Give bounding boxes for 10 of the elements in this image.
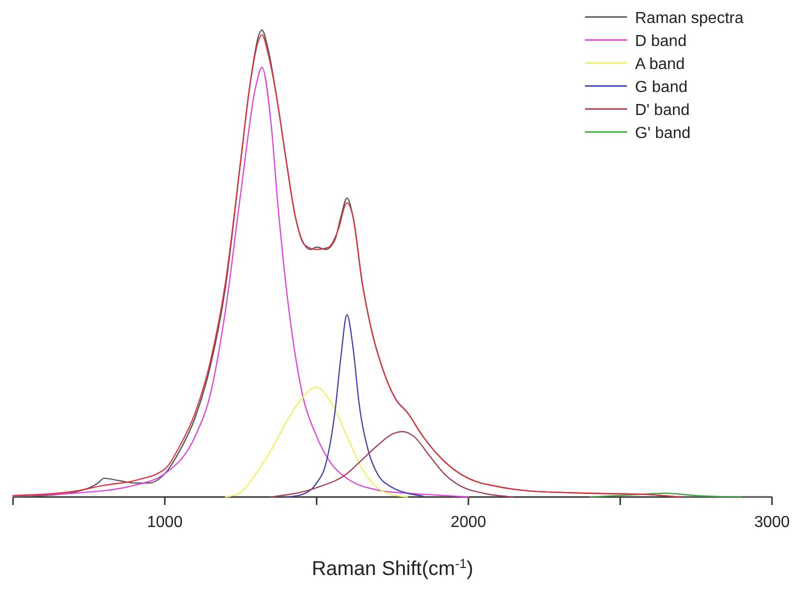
legend-label: D' band	[635, 102, 690, 119]
x-tick-label: 3000	[754, 514, 790, 531]
x-tick-label: 1000	[147, 514, 183, 531]
legend-label: G' band	[635, 125, 691, 142]
legend-label: G band	[635, 79, 688, 96]
legend-label: A band	[635, 56, 685, 73]
legend-label: Raman spectra	[635, 10, 744, 27]
x-tick-label: 2000	[450, 514, 486, 531]
legend-label: D band	[635, 33, 687, 50]
x-axis-title: Raman Shift(cm$^{-1}$)	[312, 556, 474, 580]
